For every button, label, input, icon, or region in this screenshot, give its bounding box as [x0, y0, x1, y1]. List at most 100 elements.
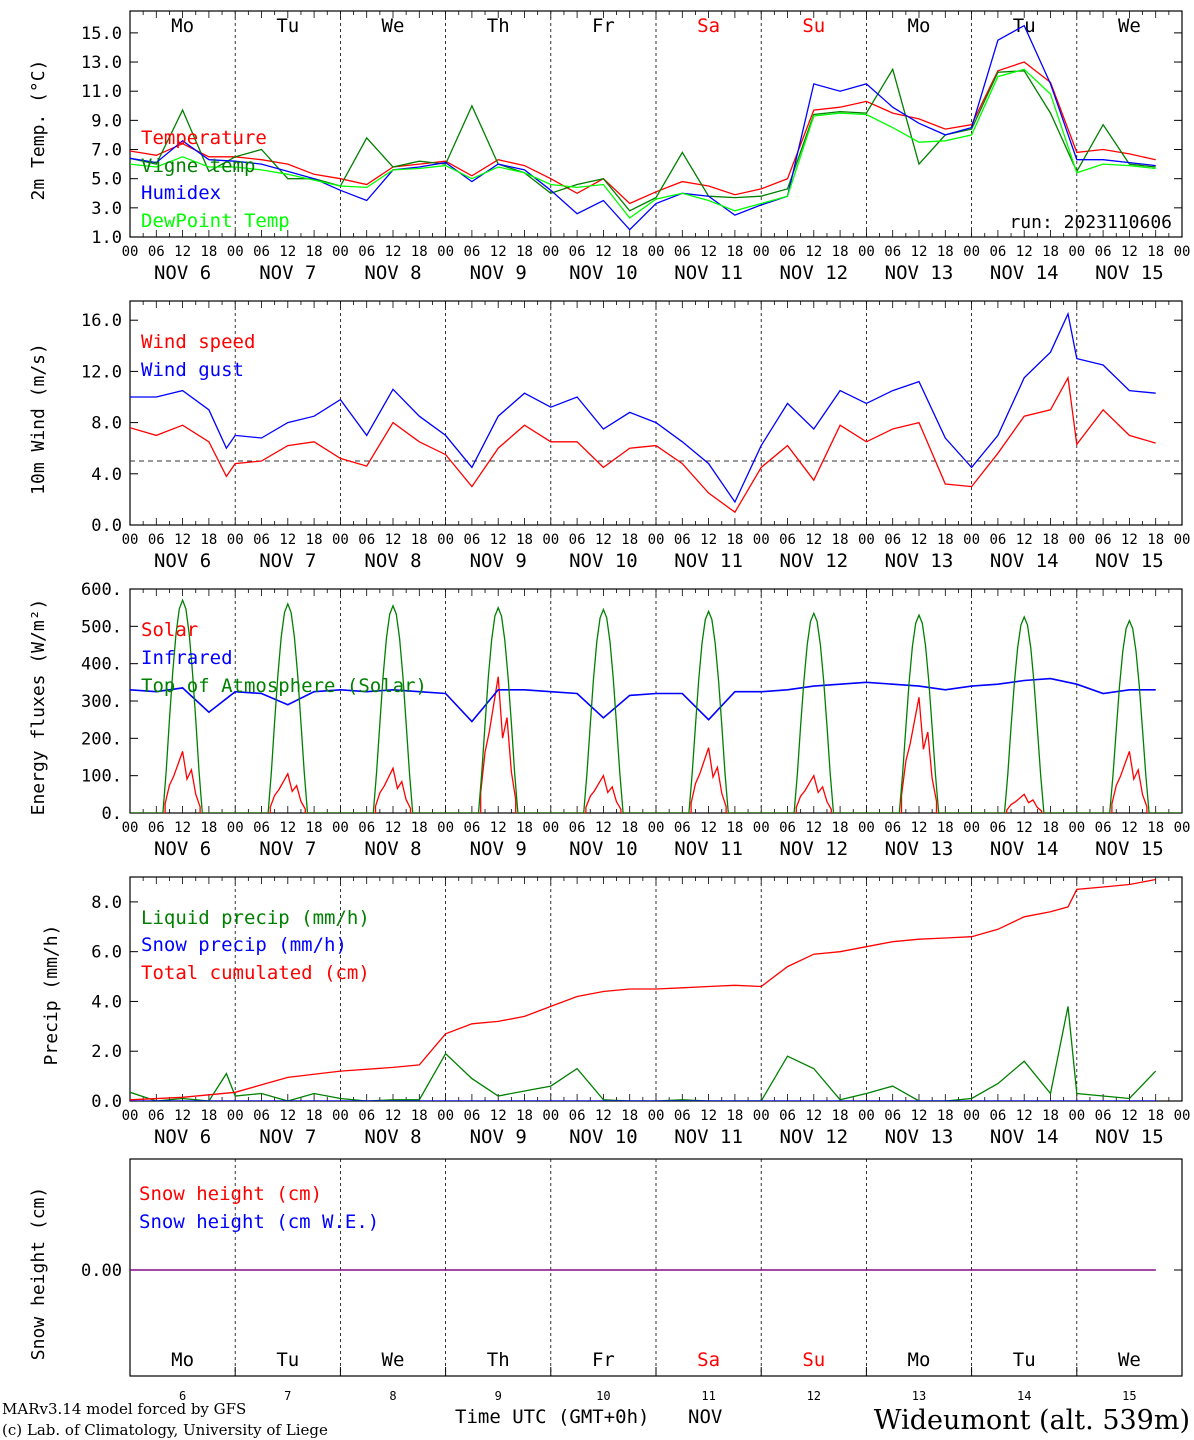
- hour-tick-label: 00: [858, 1108, 875, 1124]
- hour-tick-label: 18: [306, 1108, 323, 1124]
- legend-entry: Temperature: [141, 127, 267, 149]
- hour-tick-label: 00: [963, 532, 980, 548]
- day-number-label: 12: [807, 1389, 821, 1403]
- hour-tick-label: 12: [700, 1108, 717, 1124]
- hour-tick-label: 00: [1174, 532, 1191, 548]
- hour-tick-label: 06: [884, 532, 901, 548]
- date-label: NOV 11: [674, 262, 743, 284]
- hour-tick-label: 06: [253, 532, 270, 548]
- date-label: NOV 15: [1095, 1126, 1164, 1148]
- hour-tick-label: 00: [542, 820, 559, 836]
- hour-tick-label: 18: [832, 1108, 849, 1124]
- hour-tick-label: 06: [674, 820, 691, 836]
- hour-tick-label: 00: [122, 244, 139, 260]
- day-number-label: 13: [912, 1389, 926, 1403]
- y-tick-label: 0.0: [91, 516, 122, 536]
- date-label: NOV 9: [470, 838, 527, 860]
- hour-tick-label: 18: [726, 532, 743, 548]
- day-number-label: 14: [1017, 1389, 1031, 1403]
- legend-entry: Wind gust: [141, 359, 244, 381]
- y-tick-label: 100.: [81, 767, 122, 787]
- date-label: NOV 8: [364, 550, 421, 572]
- hour-tick-label: 18: [200, 244, 217, 260]
- time-axis-label: Time UTC (GMT+0h): [455, 1406, 649, 1428]
- hour-tick-label: 06: [569, 1108, 586, 1124]
- hour-tick-label: 00: [122, 1108, 139, 1124]
- date-label: NOV 14: [990, 262, 1059, 284]
- hour-tick-label: 18: [726, 244, 743, 260]
- date-label: NOV 7: [259, 838, 316, 860]
- date-label: NOV 12: [779, 1126, 848, 1148]
- hour-tick-label: 12: [1121, 1108, 1138, 1124]
- date-label: NOV 14: [990, 550, 1059, 572]
- hour-tick-label: 00: [858, 532, 875, 548]
- series-line: [130, 878, 1156, 1101]
- hour-tick-label: 00: [753, 244, 770, 260]
- hour-tick-label: 00: [332, 532, 349, 548]
- hour-tick-label: 00: [122, 820, 139, 836]
- y-tick-label: 500.: [81, 617, 122, 637]
- y-tick-label: 12.0: [81, 362, 122, 382]
- weekday-label: Tu: [276, 1349, 299, 1371]
- date-label: NOV 15: [1095, 550, 1164, 572]
- hour-tick-label: 18: [1147, 532, 1164, 548]
- series-line: [130, 311, 1156, 504]
- hour-tick-label: 06: [989, 1108, 1006, 1124]
- y-tick-label: 2.0: [91, 1042, 122, 1062]
- hour-tick-label: 00: [648, 532, 665, 548]
- y-tick-label: 4.0: [91, 992, 122, 1012]
- weekday-label: We: [1118, 15, 1141, 37]
- hour-tick-label: 12: [1016, 244, 1033, 260]
- hour-tick-label: 00: [1174, 244, 1191, 260]
- hour-tick-label: 00: [1068, 532, 1085, 548]
- weekday-label: Fr: [592, 1349, 615, 1371]
- hour-tick-label: 12: [1121, 244, 1138, 260]
- y-tick-label: 6.0: [91, 943, 122, 963]
- hour-tick-label: 12: [911, 820, 928, 836]
- date-label: NOV 8: [364, 838, 421, 860]
- weekday-label: We: [1118, 1349, 1141, 1371]
- date-label: NOV 7: [259, 550, 316, 572]
- hour-tick-label: 00: [1068, 820, 1085, 836]
- hour-tick-label: 18: [411, 1108, 428, 1124]
- hour-tick-label: 18: [937, 1108, 954, 1124]
- y-tick-label: 15.0: [81, 24, 122, 44]
- hour-tick-label: 06: [148, 532, 165, 548]
- hour-tick-label: 12: [1016, 1108, 1033, 1124]
- y-tick-label: 4.0: [91, 465, 122, 485]
- date-label: NOV 15: [1095, 838, 1164, 860]
- hour-tick-label: 18: [306, 820, 323, 836]
- plot-frame: [129, 300, 1183, 526]
- hour-tick-label: 12: [279, 1108, 296, 1124]
- hour-tick-label: 06: [148, 244, 165, 260]
- hour-tick-label: 00: [122, 532, 139, 548]
- hour-tick-label: 12: [385, 820, 402, 836]
- hour-tick-label: 06: [569, 244, 586, 260]
- hour-tick-label: 12: [279, 244, 296, 260]
- hour-tick-label: 12: [174, 244, 191, 260]
- hour-tick-label: 12: [911, 244, 928, 260]
- y-tick-label: 11.0: [81, 82, 122, 102]
- weekday-label: Sa: [697, 15, 720, 37]
- weekday-label: Su: [802, 15, 825, 37]
- y-tick-label: 200.: [81, 729, 122, 749]
- hour-tick-label: 18: [832, 244, 849, 260]
- hour-tick-label: 12: [911, 532, 928, 548]
- hour-tick-label: 18: [1042, 244, 1059, 260]
- legend-entry: Top of Atmosphere (Solar): [141, 675, 427, 697]
- series-line: [130, 375, 1156, 514]
- hour-tick-label: 12: [595, 244, 612, 260]
- legend-entry: Liquid precip (mm/h): [141, 907, 370, 929]
- weekday-label: Tu: [276, 15, 299, 37]
- series-line: [130, 1006, 1157, 1101]
- legend-entry: Vigne temp: [141, 155, 255, 177]
- legend-entry: Solar: [141, 619, 198, 641]
- hour-tick-label: 12: [595, 1108, 612, 1124]
- hour-tick-label: 06: [1095, 1108, 1112, 1124]
- date-label: NOV 11: [674, 838, 743, 860]
- series-line: [130, 24, 1156, 231]
- y-axis-label: Snow height (cm): [28, 1187, 49, 1360]
- hour-tick-label: 12: [1016, 820, 1033, 836]
- hour-tick-label: 06: [884, 1108, 901, 1124]
- date-label: NOV 12: [779, 838, 848, 860]
